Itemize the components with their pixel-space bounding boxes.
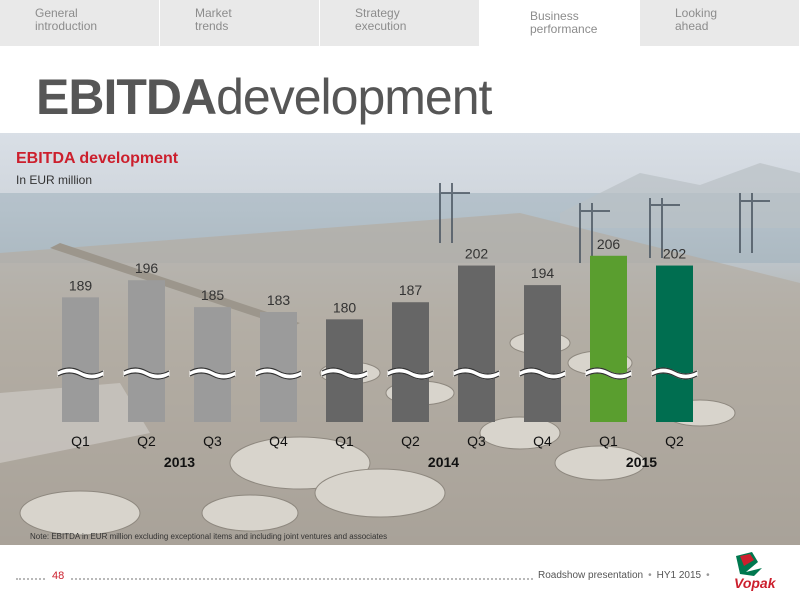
- footer-period: HY1 2015: [656, 570, 702, 581]
- data-label-3: 185: [201, 287, 225, 303]
- bar-4: [260, 312, 297, 422]
- x-tick-label-3: Q3: [203, 433, 222, 449]
- bar-1: [62, 297, 99, 422]
- axis-break-line-top-9: [585, 367, 632, 375]
- page-title: EBITDAdevelopment: [36, 68, 492, 126]
- axis-break-line-bottom-5: [321, 372, 368, 380]
- data-label-7: 202: [465, 246, 489, 262]
- bar-9: [590, 255, 627, 422]
- data-label-2: 196: [135, 260, 159, 276]
- x-tick-label-9: Q1: [599, 433, 618, 449]
- footer-presentation: Roadshow presentation: [538, 570, 644, 581]
- data-label-8: 194: [531, 265, 555, 281]
- tab-looking-ahead[interactable]: Looking ahead: [640, 0, 800, 46]
- bar-10: [656, 265, 693, 422]
- page-title-rest: development: [216, 69, 492, 125]
- bar-7: [458, 265, 495, 422]
- x-tick-label-8: Q4: [533, 433, 552, 449]
- chart-footnote: Note: EBITDA in EUR million excluding ex…: [30, 532, 388, 541]
- axis-break-line-bottom-9: [585, 372, 632, 380]
- section-nav: General introduction Market trends Strat…: [0, 0, 800, 46]
- axis-break-line-top-6: [387, 367, 434, 375]
- tab-strategy-execution[interactable]: Strategy execution: [320, 0, 480, 46]
- x-tick-label-4: Q4: [269, 433, 288, 449]
- tab-business-performance[interactable]: Business performance: [480, 0, 640, 46]
- year-label-2015: 2015: [626, 454, 657, 470]
- bar-6: [392, 302, 429, 422]
- tab-general-introduction[interactable]: General introduction: [0, 0, 160, 46]
- axis-break-line-top-10: [651, 367, 698, 375]
- axis-break-line-bottom-2: [123, 372, 170, 380]
- data-label-1: 189: [69, 277, 93, 293]
- page-title-bold: EBITDA: [36, 69, 217, 125]
- x-tick-label-7: Q3: [467, 433, 486, 449]
- axis-break-line-bottom-4: [255, 372, 302, 380]
- data-label-6: 187: [399, 282, 423, 298]
- data-label-9: 206: [597, 236, 621, 252]
- x-tick-label-2: Q2: [137, 433, 156, 449]
- axis-break-line-bottom-3: [189, 372, 236, 380]
- data-label-5: 180: [333, 299, 357, 315]
- axis-break-line-top-8: [519, 367, 566, 375]
- axis-break-line-top-7: [453, 367, 500, 375]
- x-tick-label-10: Q2: [665, 433, 684, 449]
- vopak-wordmark: Vopak: [734, 575, 776, 591]
- bar-8: [524, 285, 561, 422]
- axis-break-line-bottom-1: [57, 372, 104, 380]
- axis-break-line-bottom-7: [453, 372, 500, 380]
- x-tick-label-1: Q1: [71, 433, 90, 449]
- footer-divider: [16, 578, 716, 580]
- data-label-4: 183: [267, 292, 291, 308]
- bar-3: [194, 307, 231, 422]
- x-tick-label-6: Q2: [401, 433, 420, 449]
- data-label-10: 202: [663, 246, 687, 262]
- axis-break-line-top-5: [321, 367, 368, 375]
- axis-break-line-bottom-6: [387, 372, 434, 380]
- year-label-2013: 2013: [164, 454, 195, 470]
- chart-subtitle: In EUR million: [16, 173, 93, 187]
- axis-break-line-top-1: [57, 367, 104, 375]
- x-tick-label-5: Q1: [335, 433, 354, 449]
- axis-break-line-top-3: [189, 367, 236, 375]
- chart-title: EBITDA development: [16, 150, 179, 167]
- page-number: 48: [46, 570, 71, 582]
- tab-market-trends[interactable]: Market trends: [160, 0, 320, 46]
- vopak-logo-icon: [736, 552, 762, 576]
- axis-break-line-top-4: [255, 367, 302, 375]
- year-label-2014: 2014: [428, 454, 459, 470]
- footer-caption: Roadshow presentation • HY1 2015 •: [534, 570, 719, 581]
- axis-break-line-bottom-10: [651, 372, 698, 380]
- axis-break-line-top-2: [123, 367, 170, 375]
- axis-break-line-bottom-8: [519, 372, 566, 380]
- bar-2: [128, 280, 165, 422]
